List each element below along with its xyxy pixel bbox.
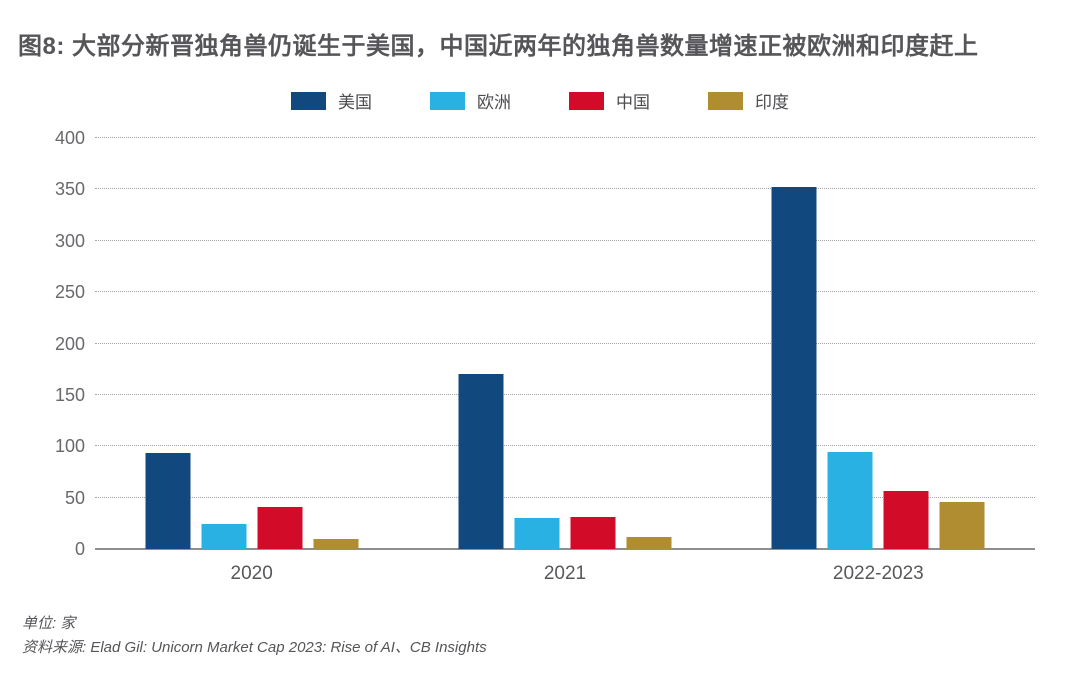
legend-item-china: 中国 <box>569 88 650 113</box>
gridline <box>95 239 1035 241</box>
y-axis-tick-label: 300 <box>54 230 85 251</box>
bar-europe-2020 <box>201 524 247 549</box>
legend-item-us: 美国 <box>291 88 372 113</box>
legend-item-india: 印度 <box>708 88 789 113</box>
legend-label: 欧洲 <box>477 93 511 112</box>
y-axis-tick-label: 250 <box>54 282 85 303</box>
unit-note: 单位: 家 <box>22 615 76 632</box>
bar-group-2022-2023 <box>771 187 985 549</box>
legend-swatch-icon-europe <box>430 91 465 110</box>
gridline <box>95 445 1035 447</box>
chart-title: 图8: 大部分新晋独角兽仍诞生于美国，中国近两年的独角兽数量增速正被欧洲和印度赶… <box>18 33 979 60</box>
x-axis-category-label: 2021 <box>543 563 587 584</box>
gridline <box>95 393 1035 395</box>
bar-china-2022-2023 <box>883 491 929 549</box>
bar-china-2021 <box>570 517 616 549</box>
bar-chart-plot-area: 400 350 300 250 200 150 100 50 0 2020 2021 2022-202… <box>55 129 1035 584</box>
y-axis-tick-label: 200 <box>54 333 85 354</box>
source-note: 资料来源: Elad Gil: Unicorn Market Cap 2023:… <box>22 639 487 656</box>
legend: 美国 欧洲 中国 印度 <box>0 88 1080 113</box>
chart-footnote: 单位: 家 资料来源: Elad Gil: Unicorn Market Cap… <box>22 612 487 660</box>
legend-swatch-icon-us <box>291 91 326 110</box>
y-axis-tick-label: 400 <box>54 128 85 148</box>
legend-label: 美国 <box>338 93 372 112</box>
gridline <box>95 137 1035 138</box>
gridline <box>95 342 1035 344</box>
bar-group-2020 <box>145 453 359 549</box>
bar-china-2020 <box>257 507 303 549</box>
legend-swatch-icon-india <box>708 91 743 110</box>
bar-india-2021 <box>626 537 672 549</box>
y-axis-tick-label: 100 <box>54 436 85 457</box>
bar-india-2020 <box>313 539 359 549</box>
gridline <box>95 291 1035 293</box>
bar-us-2021 <box>458 374 504 549</box>
gridline <box>95 188 1035 190</box>
legend-swatch-icon-china <box>569 91 604 110</box>
bar-us-2022-2023 <box>771 187 817 549</box>
bar-europe-2022-2023 <box>827 452 873 549</box>
x-axis-category-label: 2020 <box>230 563 273 584</box>
x-axis-category-label: 2022-2023 <box>832 563 924 584</box>
bar-india-2022-2023 <box>939 502 985 549</box>
legend-label: 中国 <box>616 93 650 112</box>
bar-europe-2021 <box>514 518 560 549</box>
bar-us-2020 <box>145 453 191 549</box>
x-axis-baseline <box>95 548 1035 550</box>
bar-group-2021 <box>458 374 672 549</box>
legend-label: 印度 <box>755 93 789 112</box>
y-axis-tick-label: 350 <box>54 179 85 200</box>
legend-item-europe: 欧洲 <box>430 88 511 113</box>
gridline <box>95 496 1035 498</box>
y-axis-tick-label: 150 <box>54 384 85 405</box>
y-axis-tick-label: 0 <box>74 539 85 559</box>
y-axis-tick-label: 50 <box>64 487 85 508</box>
